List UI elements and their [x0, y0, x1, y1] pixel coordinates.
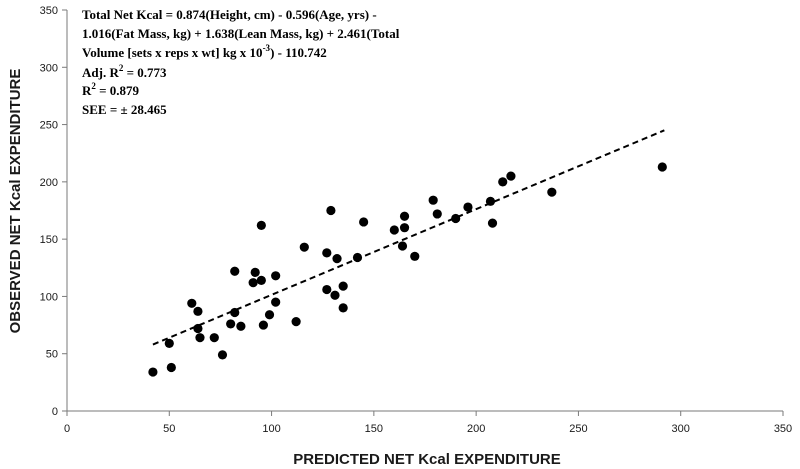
y-axis-title: OBSERVED NET Kcal EXPENDITURE	[7, 69, 24, 334]
y-tick-label: 250	[40, 120, 58, 132]
x-tick-label: 300	[672, 423, 690, 435]
data-point	[428, 195, 438, 205]
y-tick-label: 50	[46, 349, 58, 361]
data-point	[148, 367, 158, 377]
r-squared: R2 = 0.879	[82, 81, 140, 98]
standard-error: SEE = ± 28.465	[82, 102, 167, 117]
data-point	[187, 298, 197, 308]
y-tick-label: 200	[40, 177, 58, 189]
data-point	[248, 278, 258, 288]
adj-r-squared-value: = 0.773	[123, 65, 167, 80]
equation-line-3-main: Volume [sets x reps x wt] kg x 10	[82, 45, 263, 60]
equation-line-3: Volume [sets x reps x wt] kg x 10-3) - 1…	[82, 43, 327, 60]
data-point	[498, 177, 508, 187]
r-squared-value: = 0.879	[96, 83, 140, 98]
axes	[66, 10, 783, 412]
data-point	[217, 350, 228, 360]
y-tick-label: 0	[52, 406, 58, 418]
data-point	[256, 275, 266, 285]
x-tick-label: 100	[262, 423, 280, 435]
data-point	[463, 202, 473, 212]
y-tick-label: 100	[40, 291, 58, 303]
r-squared-label: R	[82, 83, 92, 98]
data-point	[195, 333, 205, 343]
data-point	[322, 284, 332, 295]
y-tick-label: 150	[40, 234, 58, 246]
y-tick-label: 300	[40, 62, 58, 74]
data-point	[236, 321, 246, 331]
data-point	[258, 320, 268, 330]
r-squared-exponent: 2	[91, 81, 96, 91]
equation-line-3-exponent: -3	[263, 43, 271, 53]
data-point	[330, 290, 340, 300]
equation-line-2: 1.016(Fat Mass, kg) + 1.638(Lean Mass, k…	[82, 26, 400, 41]
data-point	[166, 362, 176, 373]
adj-r-squared: Adj. R2 = 0.773	[82, 63, 167, 80]
data-point	[399, 223, 410, 233]
data-point	[193, 323, 203, 334]
equation-line-1: Total Net Kcal = 0.874(Height, cm) - 0.5…	[82, 7, 377, 22]
data-point	[338, 281, 348, 291]
data-point	[164, 338, 174, 349]
x-tick-label: 50	[163, 423, 175, 435]
data-point	[271, 297, 281, 307]
x-tick-label: 250	[569, 423, 587, 435]
x-axis-title: PREDICTED NET Kcal EXPENDITURE	[293, 451, 561, 468]
data-point	[506, 171, 516, 181]
regression-annotation: Total Net Kcal = 0.874(Height, cm) - 0.5…	[82, 7, 400, 117]
data-point	[299, 242, 309, 252]
x-tick-label: 0	[64, 423, 70, 435]
data-point	[432, 209, 442, 219]
data-point	[352, 252, 363, 263]
y-ticks: 0 50 100 150 200 250 300 350	[40, 5, 67, 418]
data-point	[226, 319, 236, 329]
data-points	[148, 162, 667, 377]
data-point	[338, 303, 348, 313]
data-point	[291, 317, 301, 327]
adj-r-squared-label: Adj. R	[82, 65, 119, 80]
data-point	[250, 267, 260, 277]
data-point	[399, 211, 410, 221]
data-point	[230, 266, 240, 276]
data-point	[264, 310, 275, 320]
data-point	[359, 217, 369, 227]
data-point	[256, 220, 266, 230]
data-point	[332, 254, 342, 264]
trendline	[152, 129, 665, 346]
data-point	[193, 306, 203, 316]
data-point	[657, 162, 667, 172]
x-ticks: 0 50 100 150 200 250 300 350	[64, 411, 792, 435]
data-point	[326, 205, 336, 216]
data-point	[547, 187, 557, 197]
data-point	[271, 271, 281, 281]
data-point	[410, 251, 420, 261]
adj-r-squared-exponent: 2	[119, 63, 124, 73]
data-point	[389, 225, 399, 235]
x-tick-label: 150	[365, 423, 383, 435]
data-point	[487, 218, 498, 228]
data-point	[397, 241, 408, 251]
equation-line-3-tail: ) - 110.742	[270, 45, 327, 60]
data-point	[322, 248, 332, 258]
x-tick-label: 350	[774, 423, 792, 435]
y-tick-label: 350	[40, 5, 58, 17]
x-tick-label: 200	[467, 423, 485, 435]
data-point	[209, 333, 219, 343]
